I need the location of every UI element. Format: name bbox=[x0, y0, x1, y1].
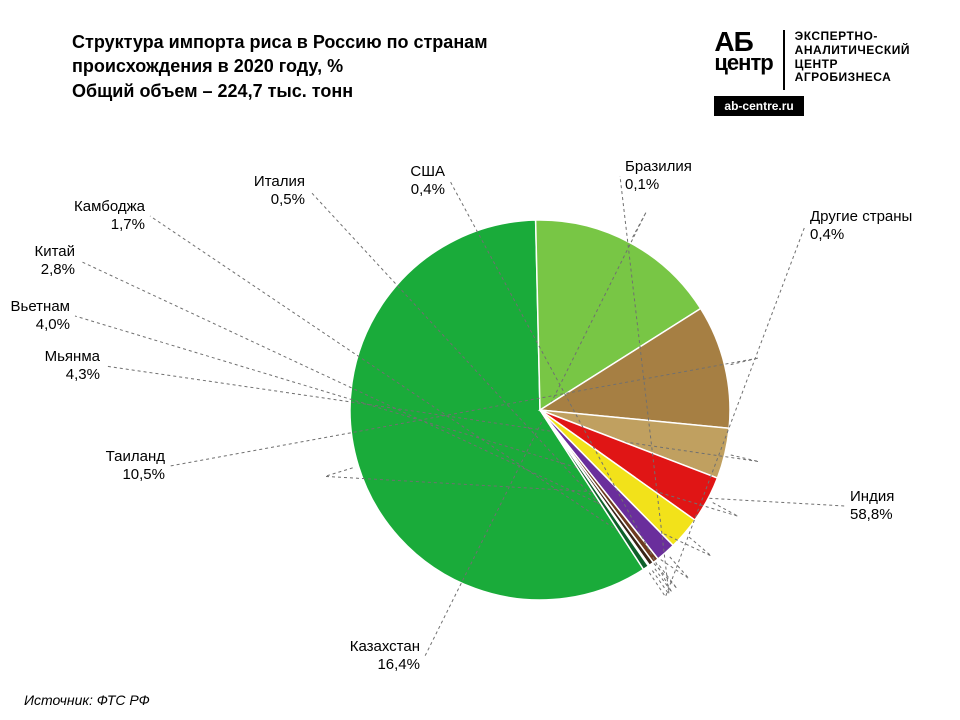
source-text: Источник: ФТС РФ bbox=[24, 692, 150, 708]
slice-label-Другие страны: Другие страны0,4% bbox=[810, 208, 912, 244]
slice-label-Казахстан: Казахстан16,4% bbox=[350, 638, 420, 674]
slice-label-Мьянма: Мьянма4,3% bbox=[45, 348, 100, 384]
slice-label-Таиланд: Таиланд10,5% bbox=[106, 448, 165, 484]
slice-label-США: США0,4% bbox=[410, 163, 445, 199]
slice-label-Италия: Италия0,5% bbox=[254, 173, 305, 209]
chart-page: { "title_line1": "Структура импорта риса… bbox=[0, 0, 960, 720]
pie-chart bbox=[0, 0, 960, 720]
slice-label-Индия: Индия58,8% bbox=[850, 488, 894, 524]
slice-label-Бразилия: Бразилия0,1% bbox=[625, 158, 692, 194]
slice-label-Вьетнам: Вьетнам4,0% bbox=[11, 298, 70, 334]
slice-label-Китай: Китай2,8% bbox=[34, 243, 75, 279]
slice-label-Камбоджа: Камбоджа1,7% bbox=[74, 198, 145, 234]
